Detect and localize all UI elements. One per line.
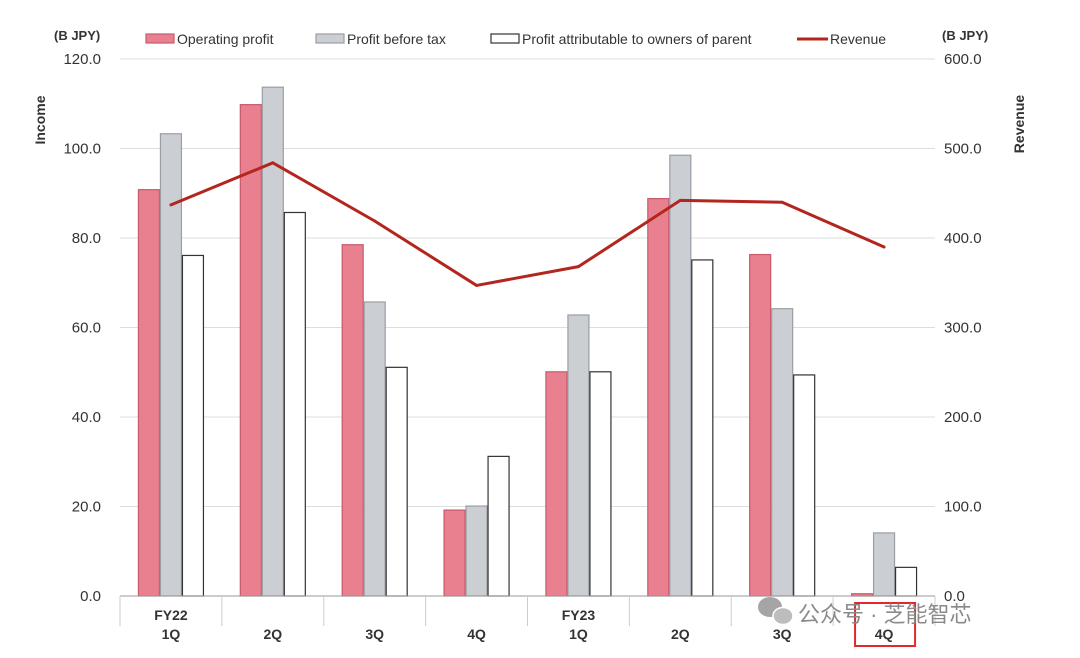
revenue-point xyxy=(271,161,275,165)
quarter-label: 2Q xyxy=(263,626,282,642)
revenue-point xyxy=(678,198,682,202)
revenue-point xyxy=(576,265,580,269)
legend-label-profit-before-tax: Profit before tax xyxy=(347,31,446,47)
bar-profit-attributable-to-owners-of-parent xyxy=(793,374,816,597)
quarter-label: 4Q xyxy=(467,626,486,642)
right-tick-label: 200.0 xyxy=(944,409,982,426)
bar-profit-attributable-to-owners-of-parent xyxy=(283,211,306,597)
bar-profit-attributable-to-owners-of-parent xyxy=(487,455,510,597)
bar-series xyxy=(137,86,918,597)
wechat-icon xyxy=(758,597,794,626)
revenue-point xyxy=(475,283,479,287)
revenue-point xyxy=(169,203,173,207)
left-tick-label: 60.0 xyxy=(72,320,101,337)
quarter-label: 3Q xyxy=(773,626,792,642)
fiscal-year-label: FY23 xyxy=(562,607,596,623)
bar-profit-attributable-to-owners-of-parent xyxy=(589,371,612,597)
right-axis-title: Revenue xyxy=(1011,95,1027,154)
legend-swatch-profit-before-tax xyxy=(315,33,345,44)
bar-profit-before-tax xyxy=(669,154,692,597)
bar-profit-before-tax xyxy=(363,301,386,597)
bar-profit-attributable-to-owners-of-parent xyxy=(894,566,918,597)
quarter-label: 3Q xyxy=(365,626,384,642)
fiscal-year-label: FY22 xyxy=(154,607,188,623)
right-tick-label: 100.0 xyxy=(944,499,982,516)
right-tick-label: 600.0 xyxy=(944,51,982,68)
bar-profit-attributable-to-owners-of-parent xyxy=(181,254,205,597)
left-tick-label: 0.0 xyxy=(80,588,101,605)
legend-swatch-profit-attributable-to-owners-of-parent xyxy=(490,33,520,44)
right-unit-label: (B JPY) xyxy=(942,28,988,43)
watermark: 公众号 · 芝能智芯 xyxy=(758,597,972,627)
quarter-label: 2Q xyxy=(671,626,690,642)
bar-profit-attributable-to-owners-of-parent xyxy=(385,366,408,597)
revenue-point xyxy=(780,200,784,204)
legend-label-revenue: Revenue xyxy=(830,31,886,47)
left-tick-label: 80.0 xyxy=(72,230,101,247)
bar-operating-profit xyxy=(137,189,161,597)
watermark-text: 公众号 · 芝能智芯 xyxy=(798,602,972,627)
quarter-label: 4Q xyxy=(875,626,894,642)
quarter-label: 1Q xyxy=(162,626,181,642)
revenue-line-series xyxy=(169,161,886,287)
axes: 0.0 20.0 40.0 60.0 80.0 100.0 120.0 0.0 100.0 200… xyxy=(32,28,1027,626)
highlight-box xyxy=(854,602,917,647)
right-tick-label: 300.0 xyxy=(944,320,982,337)
right-tick-label: 0.0 xyxy=(944,588,965,605)
revenue-point xyxy=(882,245,886,249)
bar-profit-before-tax xyxy=(567,314,590,597)
bar-profit-attributable-to-owners-of-parent xyxy=(691,259,714,597)
legend-swatch-operating-profit xyxy=(145,33,175,44)
bar-operating-profit xyxy=(749,253,772,597)
revenue-line xyxy=(170,161,885,287)
bar-operating-profit xyxy=(647,198,670,597)
bar-operating-profit xyxy=(239,104,262,597)
legend-label-operating-profit: Operating profit xyxy=(177,31,274,47)
quarter-label: 1Q xyxy=(569,626,588,642)
bar-operating-profit xyxy=(341,244,364,597)
left-tick-label: 20.0 xyxy=(72,499,101,516)
bar-profit-before-tax xyxy=(872,532,896,597)
revenue-point xyxy=(373,219,377,223)
right-tick-label: 400.0 xyxy=(944,230,982,247)
left-tick-label: 100.0 xyxy=(63,141,101,158)
bar-profit-before-tax xyxy=(771,308,794,597)
left-tick-label: 120.0 xyxy=(63,51,101,68)
bar-operating-profit xyxy=(545,371,568,597)
wechat-bubble-small xyxy=(772,606,794,626)
legend: Operating profit Profit before tax Profit … xyxy=(145,31,886,47)
category-labels: FY22 1Q 2Q 3Q 4Q FY23 1Q 2Q 3Q 4Q xyxy=(154,602,917,647)
legend-label-profit-attributable-to-owners-of-parent: Profit attributable to owners of parent xyxy=(522,31,752,47)
left-unit-label: (B JPY) xyxy=(54,28,100,43)
bar-operating-profit xyxy=(443,509,466,597)
left-tick-label: 40.0 xyxy=(72,409,101,426)
left-axis-title: Income xyxy=(32,95,48,144)
right-tick-label: 500.0 xyxy=(944,141,982,158)
bar-profit-before-tax xyxy=(465,505,488,597)
